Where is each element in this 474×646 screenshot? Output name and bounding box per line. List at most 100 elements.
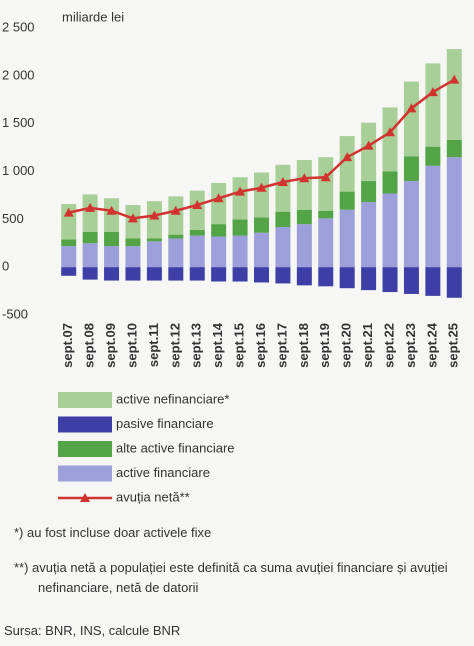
line-marker xyxy=(320,172,331,182)
bar-segment xyxy=(339,267,355,289)
legend-swatch xyxy=(58,441,112,457)
bar-segment xyxy=(275,164,291,212)
bar-segment xyxy=(189,267,205,281)
bar-segment xyxy=(61,267,77,276)
y-tick-label: 0 xyxy=(2,259,9,274)
bar-segment xyxy=(403,156,419,182)
x-tick-label: sept.09 xyxy=(103,323,118,368)
bar-segment xyxy=(446,157,462,268)
bar-segment xyxy=(211,267,227,282)
bar-segment xyxy=(361,267,377,291)
x-tick-label: sept.08 xyxy=(82,323,97,368)
x-tick-label: sept.13 xyxy=(189,323,204,368)
legend-swatch xyxy=(58,392,112,408)
line-marker xyxy=(449,74,460,84)
bar-segment xyxy=(125,238,141,247)
bar-segment xyxy=(254,172,269,218)
bar-segment xyxy=(104,231,120,247)
bar-segment xyxy=(254,232,269,268)
x-tick-label: sept.24 xyxy=(424,322,439,368)
note: **) avuția netă a populației este defini… xyxy=(14,560,448,595)
line-marker xyxy=(256,182,267,192)
x-tick-label: sept.20 xyxy=(339,323,354,368)
line-marker xyxy=(385,127,396,137)
x-tick-label: sept.12 xyxy=(167,323,182,368)
bar-segment xyxy=(146,267,162,281)
x-tick-label: sept.23 xyxy=(403,323,418,368)
y-tick-label: 1 500 xyxy=(2,115,35,130)
x-tick-label: sept.19 xyxy=(317,323,332,368)
bar-segment xyxy=(146,241,162,268)
line-marker xyxy=(63,207,74,217)
line-marker xyxy=(106,205,117,215)
bar-segment xyxy=(82,194,98,232)
line-marker xyxy=(213,193,224,203)
bar-segment xyxy=(339,209,355,268)
line-marker xyxy=(299,173,310,183)
bar-segment xyxy=(296,160,312,210)
bar-segment xyxy=(168,234,184,239)
y-tick-label: 2 000 xyxy=(2,67,35,82)
bar-segment xyxy=(146,201,162,239)
bar-segment xyxy=(382,193,398,268)
bar-segment xyxy=(403,267,419,294)
bar-segment xyxy=(104,246,120,268)
line-marker xyxy=(277,177,288,187)
bar-segment xyxy=(318,210,334,219)
bar-segment xyxy=(232,267,248,282)
bar-segment xyxy=(403,181,419,268)
y-tick-label: 2 500 xyxy=(2,19,35,34)
line-marker xyxy=(363,140,374,150)
line-marker xyxy=(427,87,438,97)
x-tick-label: sept.18 xyxy=(296,323,311,368)
line-marker xyxy=(170,205,181,215)
bar-segment xyxy=(275,226,291,268)
x-tick-label: sept.25 xyxy=(446,323,461,368)
bar-segment xyxy=(232,177,248,220)
bar-segment xyxy=(82,231,98,244)
bar-segment xyxy=(232,235,248,268)
legend-label: active nefinanciare* xyxy=(116,391,229,406)
x-tick-label: sept.16 xyxy=(253,323,268,368)
y-tick-label: 500 xyxy=(2,211,24,226)
line-marker xyxy=(149,210,160,220)
x-tick-label: sept.11 xyxy=(146,323,161,367)
bar-segment xyxy=(146,238,162,242)
bar-segment xyxy=(189,190,205,230)
bar-segment xyxy=(104,198,120,232)
legend-label: avuția netă** xyxy=(116,489,190,504)
bar-segment xyxy=(296,224,312,268)
y-tick-label: 1 000 xyxy=(2,163,35,178)
line-marker xyxy=(127,213,138,223)
bar-segment xyxy=(339,136,355,192)
bar-segment xyxy=(382,171,398,194)
bar-segment xyxy=(425,146,441,166)
x-tick-label: sept.07 xyxy=(60,323,75,368)
legend-swatch xyxy=(58,416,112,433)
bar-segment xyxy=(318,218,334,268)
bar-segment xyxy=(82,243,98,268)
x-tick-label: sept.15 xyxy=(232,323,247,368)
line-marker xyxy=(342,152,353,162)
x-tick-label: sept.21 xyxy=(360,323,375,368)
legend-label: alte active financiare xyxy=(116,440,235,455)
bar-segment xyxy=(275,211,291,227)
x-tick-label: sept.17 xyxy=(274,323,289,368)
bar-segment xyxy=(446,267,462,298)
line-marker xyxy=(235,186,246,196)
bar-segment xyxy=(382,107,398,172)
bar-segment xyxy=(318,267,334,287)
bar-segment xyxy=(425,165,441,268)
bar-segment xyxy=(82,267,98,280)
bar-segment xyxy=(254,217,269,233)
bar-segment xyxy=(361,122,377,182)
legend-marker xyxy=(80,493,90,502)
legend-label: active financiare xyxy=(116,465,210,480)
legend-label: pasive financiare xyxy=(116,416,214,431)
note: *) au fost incluse doar activele fixe xyxy=(14,525,212,540)
bar-segment xyxy=(275,267,291,284)
bar-segment xyxy=(403,81,419,157)
bar-segment xyxy=(232,219,248,236)
bar-segment xyxy=(168,267,184,281)
